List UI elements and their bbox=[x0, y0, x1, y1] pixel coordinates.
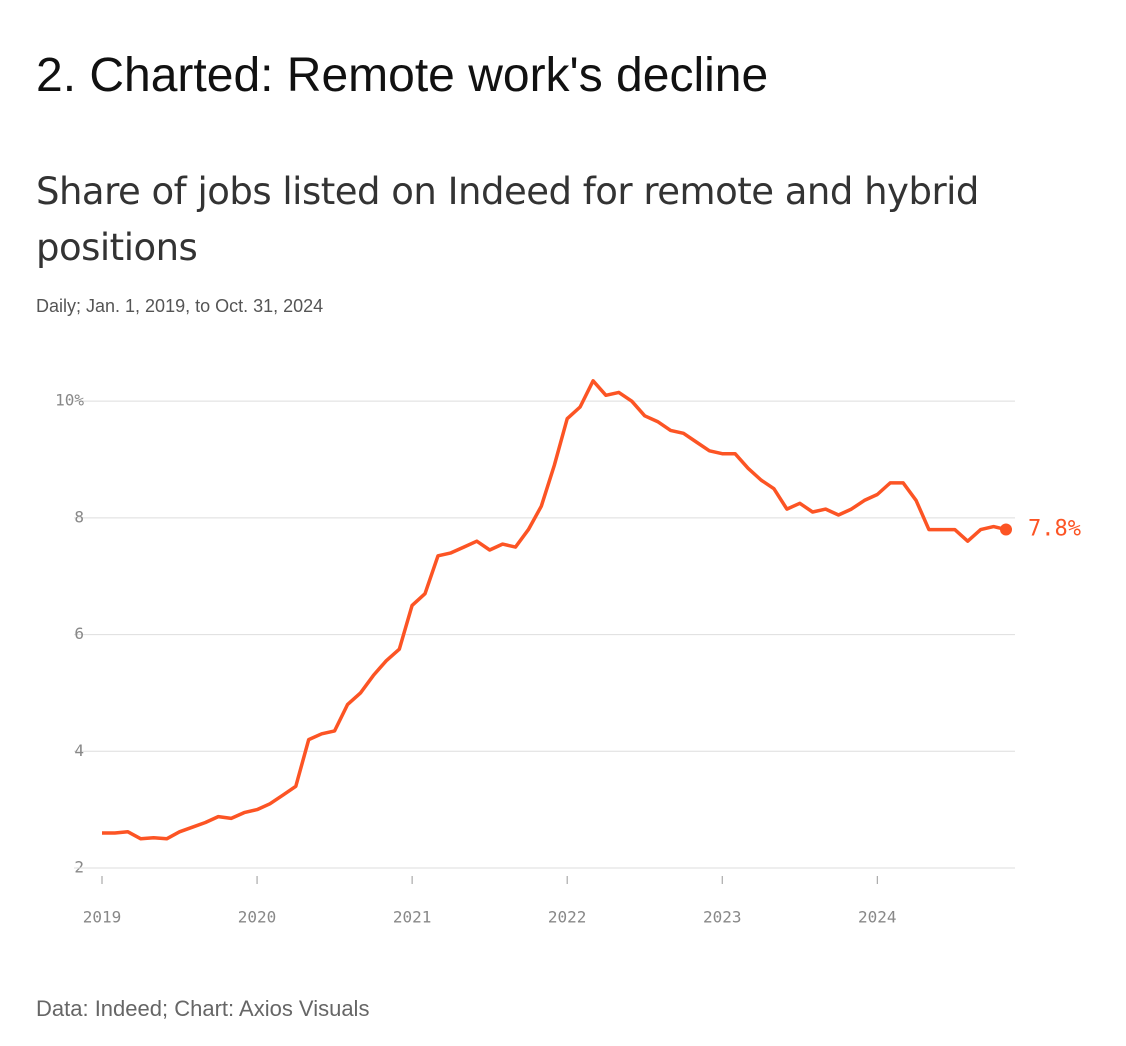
x-tick-label: 2024 bbox=[858, 908, 897, 927]
x-tick-label: 2021 bbox=[393, 908, 432, 927]
y-tick-label: 8 bbox=[74, 507, 84, 526]
caption: Daily; Jan. 1, 2019, to Oct. 31, 2024 bbox=[36, 296, 324, 316]
source: Data: Indeed; Chart: Axios Visuals bbox=[36, 996, 370, 1021]
x-tick-label: 2020 bbox=[238, 908, 277, 927]
subtitle: Share of jobs listed on Indeed for remot… bbox=[36, 170, 979, 269]
end-dot bbox=[1000, 523, 1012, 536]
x-tick-label: 2019 bbox=[83, 908, 122, 927]
y-tick-label: 6 bbox=[74, 624, 84, 643]
y-tick-label: 10% bbox=[55, 391, 84, 410]
y-tick-label: 4 bbox=[74, 741, 84, 760]
y-tick-label: 2 bbox=[74, 858, 84, 877]
end-label: 7.8% bbox=[1028, 517, 1081, 542]
line bbox=[102, 379, 1007, 841]
x-tick-label: 2022 bbox=[548, 908, 587, 927]
title: 2. Charted: Remote work's decline bbox=[36, 49, 769, 102]
x-tick-label: 2023 bbox=[703, 908, 742, 927]
